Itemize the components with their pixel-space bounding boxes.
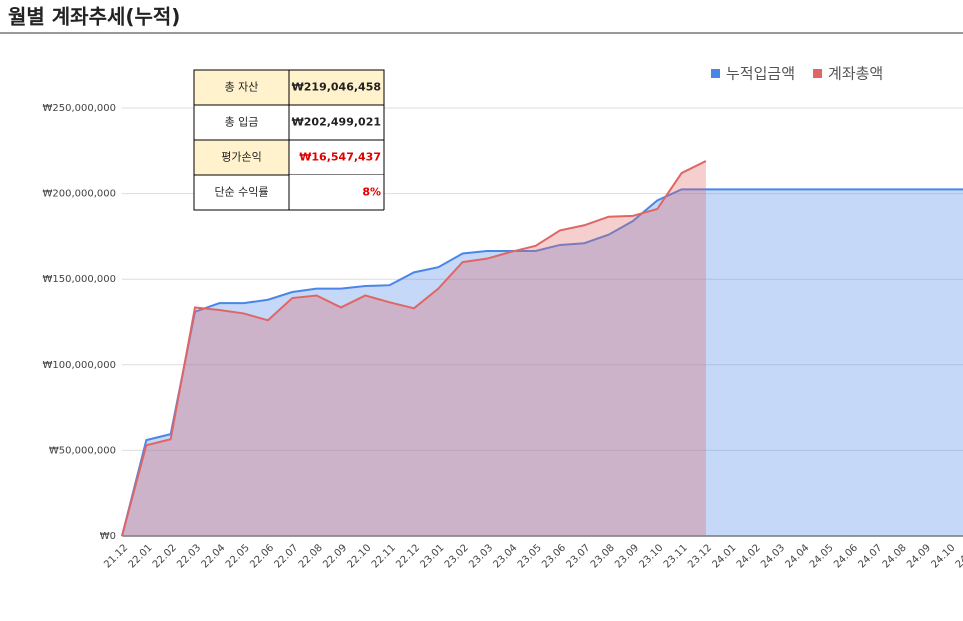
x-tick-label: 23.10 bbox=[637, 542, 665, 570]
plot: ₩0 ₩50,000,000 ₩100,000,000 ₩150,000,000 ₩20… bbox=[42, 65, 963, 570]
table-label: 평가손익 bbox=[221, 151, 261, 164]
x-tick-label: 22.06 bbox=[248, 542, 276, 570]
y-tick-label: ₩150,000,000 bbox=[42, 274, 116, 285]
x-tick-label: 22.04 bbox=[200, 542, 228, 570]
area-line bbox=[121, 188, 963, 537]
y-tick-label: ₩200,000,000 bbox=[42, 189, 116, 200]
area-fill bbox=[122, 160, 706, 536]
y-tick-label: ₩250,000,000 bbox=[42, 103, 116, 114]
x-tick-label: 23.12 bbox=[686, 542, 714, 570]
x-tick-label: 24.03 bbox=[759, 542, 787, 570]
area-line bbox=[121, 160, 707, 537]
x-tick-label: 23.07 bbox=[564, 542, 592, 570]
x-tick-label: 22.05 bbox=[224, 542, 252, 570]
x-tick-label: 22.09 bbox=[321, 542, 349, 570]
summary-table: 총 자산 ₩219,046,458 총 입금 ₩202,499,021 평가손익 ₩16,… bbox=[193, 69, 385, 211]
legend-label: 계좌총액 bbox=[828, 65, 883, 83]
x-tick-label: 23.11 bbox=[662, 542, 690, 570]
x-tick-label: 23.01 bbox=[419, 542, 447, 570]
y-tick-label: ₩50,000,000 bbox=[49, 445, 116, 456]
table-label: 총 입금 bbox=[225, 116, 259, 129]
x-tick-label: 24.05 bbox=[808, 542, 836, 570]
x-tick-label: 22.07 bbox=[273, 542, 301, 570]
x-tick-label: 22.10 bbox=[346, 542, 374, 570]
x-tick-label: 24.06 bbox=[832, 542, 860, 570]
table-cell bbox=[193, 69, 290, 106]
x-tick-label: 22.11 bbox=[370, 542, 398, 570]
table-label: 총 자산 bbox=[225, 81, 259, 94]
x-tick-label: 23.06 bbox=[540, 542, 568, 570]
x-tick-label: 22.12 bbox=[394, 542, 422, 570]
x-tick-label: 24.07 bbox=[856, 542, 884, 570]
x-tick-label: 22.03 bbox=[175, 542, 203, 570]
x-tick-label: 24.11 bbox=[954, 542, 963, 570]
table-label: 단순 수익률 bbox=[214, 186, 268, 199]
x-tick-label: 24.09 bbox=[905, 542, 933, 570]
x-tick-label: 23.02 bbox=[443, 542, 471, 570]
y-tick-label: ₩0 bbox=[100, 531, 116, 542]
table-value: ₩202,499,021 bbox=[292, 116, 381, 129]
legend-swatch bbox=[813, 69, 823, 78]
table-value: 8% bbox=[362, 186, 381, 199]
x-tick-label: 23.03 bbox=[467, 542, 495, 570]
x-tick-label: 24.02 bbox=[735, 542, 763, 570]
y-tick-label: ₩100,000,000 bbox=[42, 360, 116, 371]
x-tick-label: 23.09 bbox=[613, 542, 641, 570]
table-value: ₩16,547,437 bbox=[299, 151, 381, 164]
x-tick-label: 24.08 bbox=[881, 542, 909, 570]
x-tick-label: 22.02 bbox=[151, 542, 179, 570]
x-tick-label: 24.01 bbox=[710, 542, 738, 570]
x-tick-label: 23.04 bbox=[491, 542, 519, 570]
table-value: ₩219,046,458 bbox=[292, 81, 381, 94]
x-tick-label: 24.04 bbox=[783, 542, 811, 570]
legend-label: 누적입금액 bbox=[726, 65, 795, 83]
x-tick-label: 21.12 bbox=[102, 542, 130, 570]
legend-swatch bbox=[711, 69, 720, 78]
x-tick-label: 23.08 bbox=[589, 542, 617, 570]
area-fill bbox=[122, 189, 963, 536]
x-tick-label: 22.08 bbox=[297, 542, 325, 570]
x-tick-label: 22.01 bbox=[127, 542, 155, 570]
title: 월별 계좌추세(누적) bbox=[8, 5, 180, 29]
x-tick-label: 24.10 bbox=[929, 542, 957, 570]
table-cell bbox=[289, 175, 384, 210]
x-tick-label: 23.05 bbox=[516, 542, 544, 570]
